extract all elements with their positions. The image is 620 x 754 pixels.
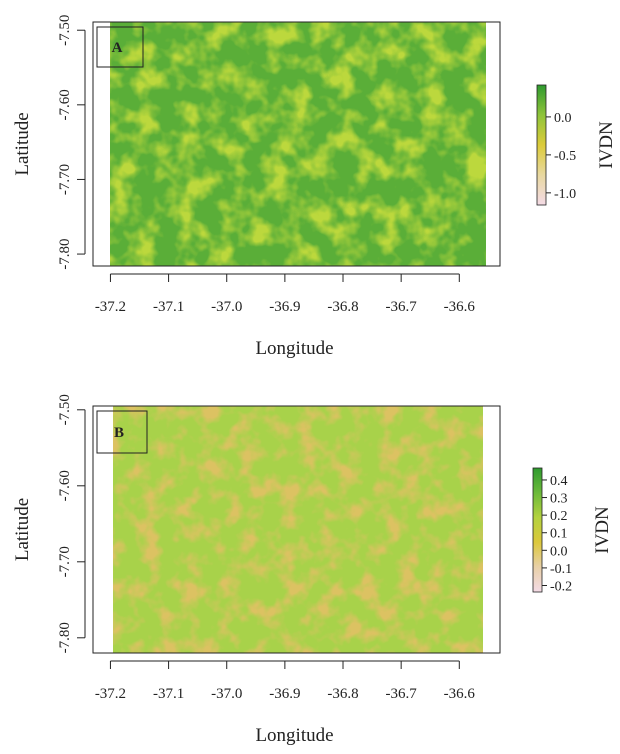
colorbar-tick-label: -0.5: [554, 149, 576, 164]
colorbar-tick-label: -1.0: [554, 187, 576, 202]
y-tick-label: -7.50: [57, 394, 73, 425]
colorbar-tick-label: -0.2: [550, 579, 572, 594]
colorbar: [536, 84, 547, 206]
x-tick-label: -37.2: [95, 686, 126, 702]
x-axis-label: Longitude: [255, 338, 333, 359]
panel-label: A: [112, 40, 123, 56]
x-tick-label: -36.8: [327, 299, 358, 315]
colorbar-label: IVDN: [592, 506, 613, 554]
colorbar-tick-label: 0.4: [550, 474, 568, 489]
y-tick-label: -7.70: [57, 546, 73, 577]
colorbar-tick-label: -0.1: [550, 562, 572, 577]
raster-texture: [113, 406, 483, 653]
x-tick-label: -37.1: [153, 299, 184, 315]
x-tick-label: -37.0: [211, 299, 242, 315]
x-tick-label: -37.1: [153, 686, 184, 702]
y-axis-label: Latitude: [12, 498, 33, 561]
panel-label: B: [114, 425, 124, 441]
colorbar-tick-label: 0.2: [550, 509, 568, 524]
colorbar-label: IVDN: [596, 121, 617, 169]
raster-texture: [110, 22, 486, 266]
y-tick-label: -7.50: [57, 15, 73, 46]
map-panel: A -37.2 -37.1 -37.0 -36.9 -36.8 -36.7 -36.6 Long…: [12, 15, 617, 359]
plot-frame: [92, 405, 501, 654]
x-tick-label: -36.6: [444, 686, 476, 702]
x-tick-label: -37.2: [95, 299, 126, 315]
colorbar-tick-label: 0.3: [550, 492, 568, 507]
colorbar-tick-label: 0.0: [550, 544, 568, 559]
y-tick-label: -7.80: [57, 238, 73, 269]
x-tick-label: -36.6: [444, 299, 476, 315]
panel-label-box: [96, 410, 148, 454]
x-tick-label: -36.7: [386, 686, 418, 702]
y-tick-label: -7.60: [57, 89, 73, 120]
plot-frame: [92, 21, 501, 267]
x-tick-label: -36.9: [269, 299, 300, 315]
x-tick-label: -36.7: [386, 299, 418, 315]
x-tick-label: -36.9: [269, 686, 300, 702]
colorbar: [532, 467, 543, 593]
colorbar-tick-label: 0.0: [554, 111, 572, 126]
x-axis-label: Longitude: [255, 725, 333, 746]
panel-label-box: [96, 26, 144, 68]
x-tick-label: -36.8: [327, 686, 358, 702]
map-panel: B -37.2 -37.1 -37.0 -36.9 -36.8 -36.7 -36.6 Long…: [12, 394, 613, 746]
x-tick-label: -37.0: [211, 686, 242, 702]
y-axis-label: Latitude: [12, 112, 33, 175]
y-tick-label: -7.60: [57, 470, 73, 501]
y-tick-label: -7.70: [57, 164, 73, 195]
y-tick-label: -7.80: [57, 622, 73, 653]
colorbar-tick-label: 0.1: [550, 527, 568, 542]
